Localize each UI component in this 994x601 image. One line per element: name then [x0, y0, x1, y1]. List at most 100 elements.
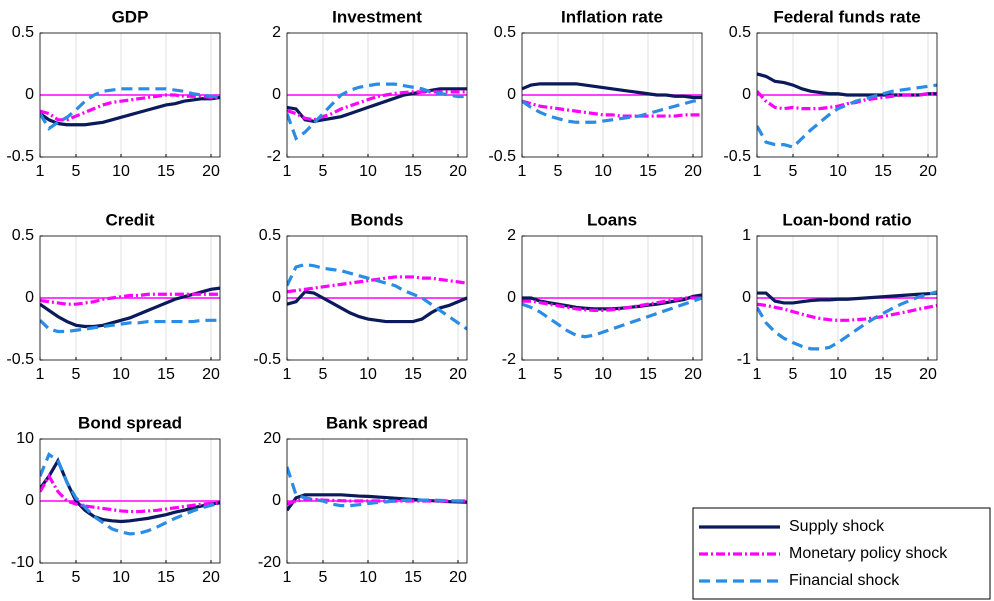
panel-title: Bond spread — [78, 413, 182, 432]
series-line — [40, 93, 220, 122]
y-tick-label: 0 — [272, 492, 281, 509]
x-tick-label: 5 — [72, 366, 81, 383]
y-tick-label: 0.5 — [12, 227, 34, 244]
x-tick-label: 10 — [112, 366, 130, 383]
x-tick-label: 10 — [359, 366, 377, 383]
panel-title: GDP — [112, 7, 149, 26]
series-line — [40, 87, 220, 131]
x-tick-label: 1 — [283, 569, 292, 586]
x-tick-label: 15 — [874, 366, 892, 383]
y-tick-label: 2 — [507, 227, 516, 244]
y-tick-label: 0 — [742, 86, 751, 103]
y-tick-label: 0 — [272, 86, 281, 103]
x-tick-label: 10 — [359, 569, 377, 586]
x-tick-label: 5 — [789, 163, 798, 180]
x-tick-label: 15 — [874, 163, 892, 180]
y-tick-label: 0 — [507, 289, 516, 306]
panel-title: Loans — [587, 210, 637, 229]
plot-frame — [286, 32, 468, 158]
y-tick-label: -0.5 — [253, 351, 281, 368]
y-tick-label: -0.5 — [488, 148, 516, 165]
x-tick-label: 20 — [202, 366, 220, 383]
y-tick-label: -0.5 — [723, 148, 751, 165]
series-line — [287, 262, 467, 331]
x-tick-label: 20 — [919, 366, 937, 383]
legend-label: Supply shock — [789, 518, 885, 535]
panel-title: Loan-bond ratio — [782, 210, 911, 229]
plot-frame — [756, 32, 938, 158]
series-line — [522, 296, 702, 339]
x-tick-label: 1 — [753, 366, 762, 383]
x-tick-label: 1 — [518, 163, 527, 180]
x-tick-label: 1 — [36, 163, 45, 180]
x-tick-label: 5 — [72, 163, 81, 180]
y-tick-label: 0.5 — [259, 227, 281, 244]
series-line — [40, 286, 220, 329]
plot-frame — [286, 235, 468, 361]
series-line — [40, 292, 220, 306]
x-tick-label: 10 — [359, 163, 377, 180]
series-line — [757, 83, 937, 149]
x-tick-label: 15 — [157, 569, 175, 586]
x-tick-label: 15 — [404, 163, 422, 180]
series-line — [287, 82, 467, 141]
plot-frame — [286, 438, 468, 564]
series-line — [757, 90, 937, 111]
x-tick-label: 20 — [202, 163, 220, 180]
y-tick-label: 0 — [25, 492, 34, 509]
y-tick-label: 20 — [263, 430, 281, 447]
x-tick-label: 15 — [639, 366, 657, 383]
x-tick-label: 5 — [319, 163, 328, 180]
x-tick-label: 20 — [449, 163, 467, 180]
y-tick-label: 0.5 — [729, 24, 751, 41]
x-tick-label: 1 — [518, 366, 527, 383]
plot-frame — [39, 235, 221, 361]
panel-title: Credit — [105, 210, 154, 229]
y-tick-label: 0.5 — [494, 24, 516, 41]
x-tick-label: 10 — [829, 163, 847, 180]
x-tick-label: 5 — [72, 569, 81, 586]
series-line — [522, 296, 702, 312]
x-tick-label: 10 — [112, 569, 130, 586]
x-tick-label: 20 — [684, 366, 702, 383]
x-tick-label: 10 — [594, 163, 612, 180]
y-tick-label: 10 — [16, 430, 34, 447]
y-tick-label: -2 — [502, 351, 516, 368]
series-line — [757, 290, 937, 351]
series-line — [40, 473, 220, 514]
legend-label: Financial shock — [789, 572, 900, 589]
plot-frame — [39, 438, 221, 564]
y-tick-label: 0 — [25, 289, 34, 306]
plot-frame — [521, 32, 703, 158]
x-tick-label: 1 — [36, 366, 45, 383]
y-tick-label: -0.5 — [6, 351, 34, 368]
x-tick-label: 15 — [157, 163, 175, 180]
panel-title: Federal funds rate — [773, 7, 920, 26]
series-line — [40, 95, 220, 127]
plot-frame — [39, 32, 221, 158]
x-tick-label: 15 — [404, 569, 422, 586]
series-line — [40, 452, 220, 536]
panel-title: Bank spread — [326, 413, 428, 432]
x-tick-label: 1 — [283, 366, 292, 383]
x-tick-label: 20 — [449, 366, 467, 383]
legend-box — [692, 507, 991, 600]
y-tick-label: 2 — [272, 24, 281, 41]
panel-title: Bonds — [351, 210, 404, 229]
plot-frame — [521, 235, 703, 361]
y-tick-label: -10 — [11, 554, 34, 571]
x-tick-label: 5 — [789, 366, 798, 383]
x-tick-label: 10 — [829, 366, 847, 383]
series-line — [40, 457, 220, 524]
x-tick-label: 15 — [639, 163, 657, 180]
y-tick-label: -20 — [258, 554, 281, 571]
panel-title: Investment — [332, 7, 422, 26]
legend-label: Monetary policy shock — [789, 545, 948, 562]
y-tick-label: 0.5 — [12, 24, 34, 41]
plot-frame — [756, 235, 938, 361]
x-tick-label: 5 — [554, 366, 563, 383]
x-tick-label: 10 — [112, 163, 130, 180]
series-line — [40, 318, 220, 334]
x-tick-label: 1 — [283, 163, 292, 180]
